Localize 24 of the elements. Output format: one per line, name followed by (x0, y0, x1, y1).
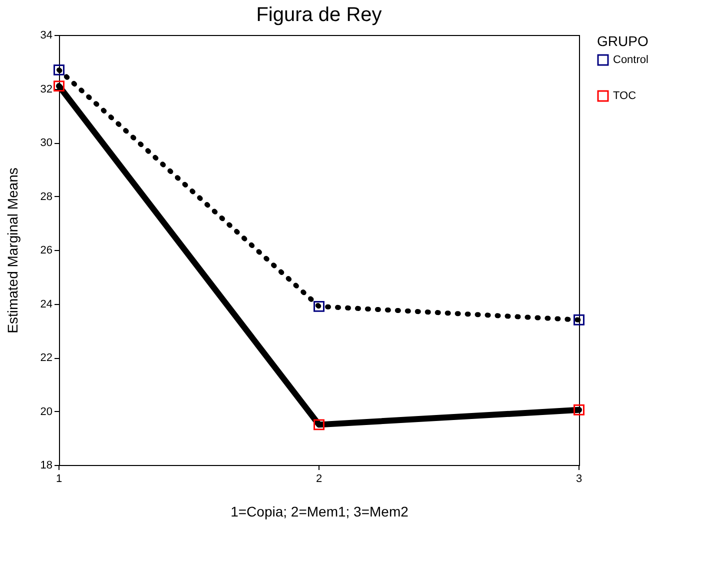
x-tick-label: 2 (316, 473, 322, 485)
y-tick-label: 32 (40, 83, 52, 96)
y-tick-label: 30 (40, 137, 52, 149)
y-tick-label: 26 (40, 244, 52, 256)
point (314, 300, 324, 312)
y-tick-label: 20 (40, 406, 52, 418)
point (54, 64, 64, 76)
y-tick-label: 28 (40, 190, 52, 203)
x-tick-label: 1 (56, 473, 62, 485)
y-tick-label: 22 (40, 352, 52, 364)
point (574, 404, 584, 416)
y-axis-title: Estimated Marginal Means (4, 168, 20, 334)
legend-label: TOC (613, 90, 636, 102)
point (54, 80, 64, 92)
chart-title: Figura de Rey (256, 4, 382, 26)
legend-label: Control (613, 54, 648, 66)
x-tick-label: 3 (576, 473, 582, 485)
point (574, 314, 584, 326)
y-tick-label: 24 (40, 298, 52, 310)
x-axis-title: 1=Copia; 2=Mem1; 3=Mem2 (230, 504, 409, 520)
y-tick-label: 34 (40, 30, 52, 42)
legend-title: GRUPO (597, 33, 648, 49)
point (314, 419, 324, 430)
y-tick-label: 18 (40, 460, 52, 472)
